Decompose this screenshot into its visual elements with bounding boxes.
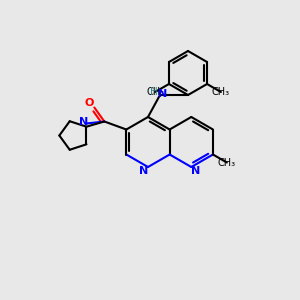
Text: CH₃: CH₃ bbox=[218, 158, 236, 167]
Text: CH₃: CH₃ bbox=[212, 87, 230, 97]
Text: N: N bbox=[158, 89, 168, 99]
Text: CH₃: CH₃ bbox=[146, 87, 164, 97]
Text: N: N bbox=[191, 166, 200, 176]
Text: O: O bbox=[85, 98, 94, 107]
Text: H: H bbox=[150, 87, 158, 97]
Text: N: N bbox=[79, 117, 88, 127]
Text: N: N bbox=[140, 166, 148, 176]
